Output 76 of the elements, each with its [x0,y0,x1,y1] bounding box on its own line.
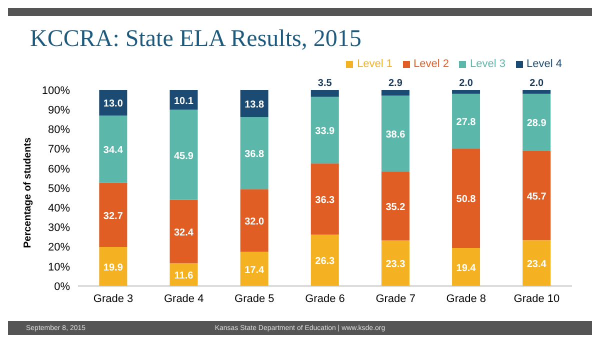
y-tick-label: 80% [48,124,70,136]
bar [522,240,551,286]
x-tick-label: Grade 6 [305,292,345,305]
bar [522,94,551,151]
bar [452,94,480,148]
data-label: 23.3 [386,259,406,270]
data-label: 11.6 [174,270,194,282]
bar [522,90,551,94]
data-label: 45.7 [526,191,547,202]
bar [240,252,268,286]
bar [381,96,410,172]
y-tick-label: 50% [48,182,70,195]
data-label: 38.6 [386,130,406,141]
data-label: 13.0 [103,98,124,110]
bar [170,110,198,200]
y-tick-label: 30% [48,222,70,234]
y-tick-label: 90% [48,104,70,117]
data-label: 36.8 [244,149,264,160]
data-label: 28.9 [526,118,547,130]
data-label: 26.3 [315,256,336,268]
data-label: 32.0 [244,216,264,228]
bar [99,115,128,183]
data-label: 17.4 [244,264,264,276]
data-label: 23.4 [526,259,547,270]
data-label: 50.8 [456,194,476,206]
data-label: 2.9 [388,78,403,89]
bar [381,240,410,286]
x-tick-label: Grade 5 [234,292,274,305]
x-tick-label: Grade 10 [514,292,560,305]
y-tick-label: 100% [42,84,70,97]
bar [381,171,410,240]
y-tick-label: 10% [48,261,70,274]
bar [240,117,268,190]
bar [381,90,410,96]
y-tick-label: 40% [48,202,70,215]
data-label: 2.0 [459,78,474,89]
data-label: 34.4 [103,145,124,156]
bar [310,163,339,234]
data-label: 32.4 [174,228,194,239]
data-label: 3.5 [318,78,332,89]
legend-label: Level 2 [414,58,450,70]
x-tick-label: Grade 4 [164,292,204,305]
bar [522,150,551,240]
data-label: 27.8 [456,117,476,128]
bar [310,96,339,164]
data-label: 19.4 [456,262,476,274]
legend-label: Level 4 [526,58,562,70]
x-tick-label: Grade 7 [376,292,416,305]
data-label: 35.2 [386,202,406,213]
y-axis-title: Percentage of students [22,136,34,248]
data-label: 13.8 [244,100,264,111]
y-tick-label: 20% [48,242,70,254]
bar [452,148,480,248]
chart-title: KCCRA: State ELA Results, 2015 [29,25,362,54]
data-label: 36.3 [315,194,336,206]
x-tick-label: Grade 3 [93,292,134,305]
legend-label: Level 3 [470,58,506,70]
bar [99,246,128,286]
data-label: 2.0 [530,78,544,89]
data-label: 19.9 [103,262,124,274]
bar [452,248,480,286]
bar [310,90,339,97]
x-tick-label: Grade 8 [446,292,486,305]
bar [240,189,268,252]
bar [310,234,339,286]
y-tick-label: 70% [48,144,70,156]
data-label: 32.7 [103,210,124,222]
y-tick-label: 0% [54,280,70,293]
data-label: 10.1 [174,96,194,107]
bar [452,90,480,94]
legend-label: Level 1 [357,58,393,70]
y-tick-label: 60% [48,163,70,176]
data-label: 45.9 [174,150,194,162]
data-label: 33.9 [315,126,336,138]
bar [170,200,198,264]
bar [99,182,128,247]
